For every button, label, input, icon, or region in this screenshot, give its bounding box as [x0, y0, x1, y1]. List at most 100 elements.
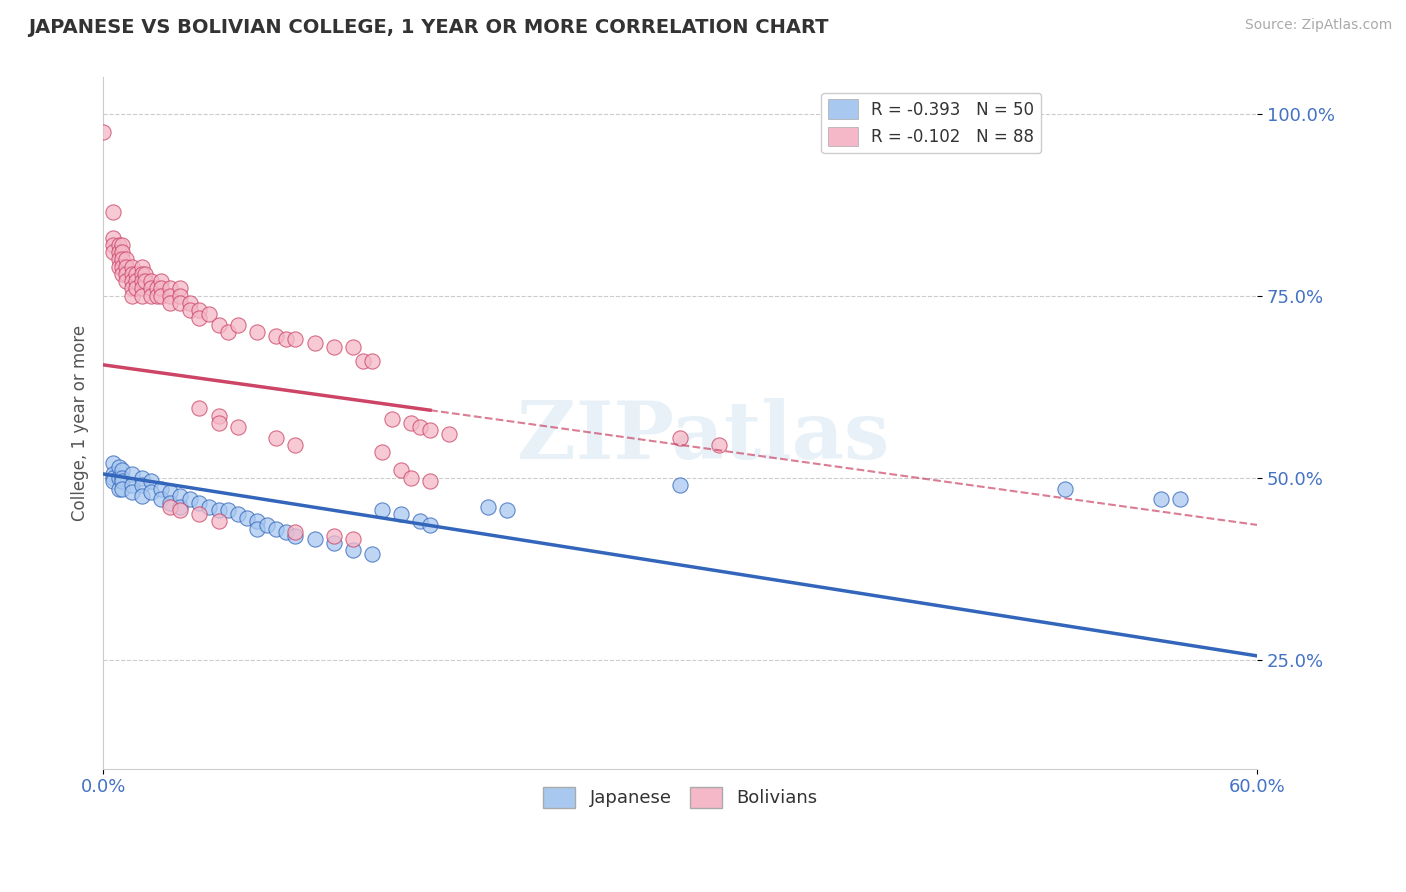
- Point: [101, 245, 124, 260]
- Point: [188, 507, 211, 521]
- Point: [111, 245, 134, 260]
- Point: [179, 296, 201, 310]
- Point: [121, 260, 143, 274]
- Point: [207, 503, 229, 517]
- Point: [101, 237, 124, 252]
- Point: [107, 482, 129, 496]
- Point: [342, 340, 364, 354]
- Point: [371, 503, 394, 517]
- Point: [131, 260, 153, 274]
- Point: [131, 289, 153, 303]
- Point: [111, 470, 134, 484]
- Point: [115, 252, 138, 267]
- Point: [141, 289, 163, 303]
- Text: ZIPatlas: ZIPatlas: [517, 398, 889, 475]
- Point: [169, 500, 191, 514]
- Point: [159, 485, 181, 500]
- Point: [141, 274, 163, 288]
- Point: [342, 543, 364, 558]
- Point: [107, 237, 129, 252]
- Point: [352, 354, 374, 368]
- Point: [304, 336, 326, 351]
- Point: [322, 529, 344, 543]
- Point: [188, 310, 211, 325]
- Point: [284, 525, 307, 540]
- Point: [111, 475, 134, 489]
- Point: [111, 237, 134, 252]
- Point: [669, 478, 692, 492]
- Point: [111, 252, 134, 267]
- Point: [399, 416, 422, 430]
- Point: [419, 475, 441, 489]
- Point: [125, 267, 148, 281]
- Point: [169, 503, 191, 517]
- Point: [131, 274, 153, 288]
- Point: [107, 260, 129, 274]
- Point: [107, 252, 129, 267]
- Point: [477, 500, 499, 514]
- Point: [381, 412, 404, 426]
- Point: [169, 489, 191, 503]
- Point: [149, 281, 172, 295]
- Point: [159, 281, 181, 295]
- Point: [121, 478, 143, 492]
- Point: [107, 245, 129, 260]
- Point: [121, 485, 143, 500]
- Point: [101, 230, 124, 244]
- Y-axis label: College, 1 year or more: College, 1 year or more: [72, 325, 89, 521]
- Point: [134, 267, 156, 281]
- Point: [274, 525, 297, 540]
- Point: [256, 517, 278, 532]
- Point: [115, 274, 138, 288]
- Point: [146, 281, 169, 295]
- Point: [141, 475, 163, 489]
- Point: [107, 470, 129, 484]
- Point: [101, 456, 124, 470]
- Point: [496, 503, 519, 517]
- Point: [198, 307, 221, 321]
- Point: [179, 303, 201, 318]
- Point: [284, 529, 307, 543]
- Point: [169, 289, 191, 303]
- Point: [669, 431, 692, 445]
- Point: [159, 496, 181, 510]
- Point: [159, 289, 181, 303]
- Point: [264, 522, 287, 536]
- Point: [274, 332, 297, 346]
- Point: [121, 267, 143, 281]
- Point: [226, 507, 249, 521]
- Point: [419, 517, 441, 532]
- Point: [707, 438, 730, 452]
- Point: [101, 470, 124, 484]
- Point: [101, 205, 124, 219]
- Point: [1053, 482, 1076, 496]
- Point: [217, 325, 239, 339]
- Point: [419, 423, 441, 437]
- Point: [246, 514, 269, 528]
- Text: JAPANESE VS BOLIVIAN COLLEGE, 1 YEAR OR MORE CORRELATION CHART: JAPANESE VS BOLIVIAN COLLEGE, 1 YEAR OR …: [28, 18, 828, 37]
- Point: [284, 332, 307, 346]
- Point: [125, 281, 148, 295]
- Point: [207, 409, 229, 423]
- Point: [188, 496, 211, 510]
- Point: [121, 274, 143, 288]
- Point: [439, 426, 461, 441]
- Point: [409, 514, 432, 528]
- Point: [226, 318, 249, 332]
- Point: [131, 470, 153, 484]
- Point: [149, 289, 172, 303]
- Point: [236, 510, 259, 524]
- Point: [389, 507, 412, 521]
- Text: Source: ZipAtlas.com: Source: ZipAtlas.com: [1244, 18, 1392, 32]
- Point: [149, 274, 172, 288]
- Point: [169, 296, 191, 310]
- Point: [304, 533, 326, 547]
- Point: [361, 354, 384, 368]
- Point: [342, 533, 364, 547]
- Point: [1150, 492, 1173, 507]
- Point: [101, 467, 124, 481]
- Point: [409, 419, 432, 434]
- Point: [246, 522, 269, 536]
- Point: [217, 503, 239, 517]
- Point: [149, 492, 172, 507]
